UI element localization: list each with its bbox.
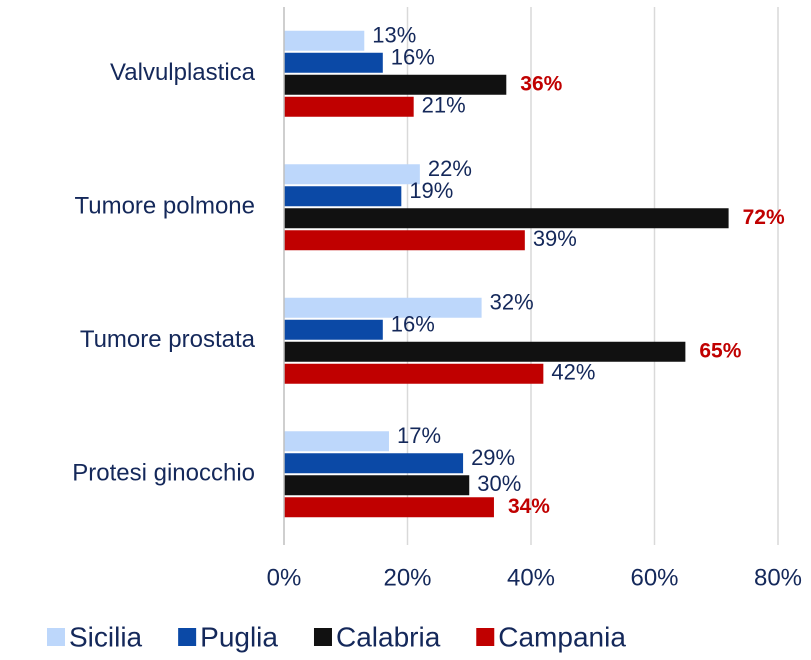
value-label: 21%	[422, 93, 466, 118]
value-label: 65%	[699, 339, 741, 362]
legend-swatch	[313, 628, 332, 646]
bar	[284, 319, 383, 340]
value-label: 16%	[391, 45, 435, 70]
value-label: 30%	[477, 471, 521, 496]
bar	[284, 208, 729, 229]
legend-swatch	[47, 628, 65, 646]
bar	[284, 52, 383, 73]
bar	[284, 96, 414, 117]
bar	[284, 186, 402, 207]
category-label: Tumore prostata	[80, 326, 256, 353]
x-tick-label: 60%	[630, 564, 678, 591]
category-label: Protesi ginocchio	[72, 460, 255, 487]
legend-swatch	[476, 628, 495, 646]
value-label: 72%	[743, 206, 785, 229]
bar	[284, 30, 365, 51]
value-label: 39%	[533, 226, 577, 251]
bar	[284, 453, 464, 474]
x-tick-label: 80%	[754, 564, 802, 591]
bar	[284, 497, 494, 518]
category-label: Tumore polmone	[74, 193, 255, 220]
value-label: 29%	[471, 445, 515, 470]
value-label: 16%	[391, 312, 435, 337]
value-label: 42%	[551, 360, 595, 385]
x-tick-label: 40%	[507, 564, 555, 591]
x-tick-label: 20%	[383, 564, 431, 591]
value-label: 13%	[372, 23, 416, 48]
legend-label: Puglia	[200, 621, 278, 652]
bar	[284, 341, 686, 362]
x-tick-label: 0%	[267, 564, 302, 591]
bar	[284, 297, 482, 318]
bar	[284, 431, 389, 452]
value-label: 34%	[508, 495, 550, 518]
bar	[284, 363, 544, 384]
legend-label: Calabria	[336, 621, 441, 652]
bar	[284, 74, 507, 95]
legend-label: Sicilia	[69, 621, 143, 652]
value-label: 19%	[409, 178, 453, 203]
value-label: 22%	[428, 156, 472, 181]
bar	[284, 475, 470, 496]
value-label: 32%	[490, 290, 534, 315]
value-label: 36%	[520, 72, 562, 95]
value-label: 17%	[397, 423, 441, 448]
bar	[284, 164, 420, 185]
category-label: Valvulplastica	[110, 59, 256, 86]
bar	[284, 230, 525, 251]
legend-label: Campania	[498, 621, 626, 652]
legend-swatch	[178, 628, 197, 646]
